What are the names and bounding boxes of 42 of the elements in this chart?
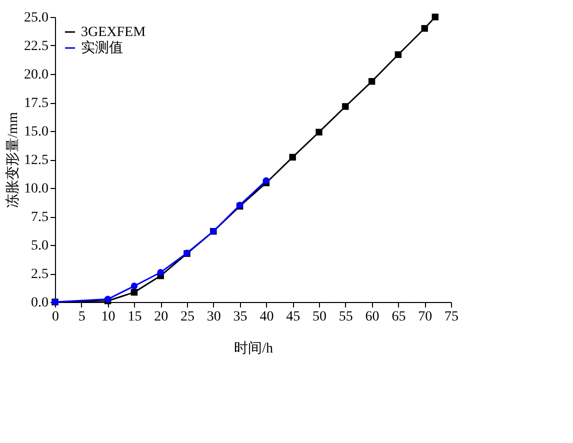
x-tick-label: 15 bbox=[128, 310, 142, 324]
point bbox=[342, 103, 349, 110]
point bbox=[394, 51, 402, 58]
y-tick-label: 5.0 bbox=[31, 238, 48, 254]
x-tick-label: 60 bbox=[365, 310, 380, 324]
point bbox=[130, 288, 138, 296]
legend-label: 实测值 bbox=[81, 40, 123, 56]
y-axis-title: 冻胀变形量/mm bbox=[5, 112, 21, 208]
x-tick-label: 5 bbox=[78, 310, 86, 324]
legend-label: 3GEXFEM bbox=[81, 25, 146, 40]
x-tick-label: 10 bbox=[101, 310, 116, 324]
x-tick-label: 55 bbox=[338, 310, 353, 324]
x-axis-title: 时间/h bbox=[234, 340, 273, 356]
x-tick-label: 75 bbox=[444, 310, 458, 324]
point bbox=[157, 269, 164, 276]
y-tick-label: 15.0 bbox=[24, 124, 48, 140]
point bbox=[368, 78, 376, 85]
y-tick-label: 7.5 bbox=[31, 210, 48, 225]
point bbox=[289, 154, 296, 161]
point bbox=[421, 25, 428, 32]
y-tick-label: 22.5 bbox=[24, 39, 48, 54]
point bbox=[262, 177, 270, 184]
point bbox=[130, 282, 138, 290]
x-tick-label: 20 bbox=[154, 310, 168, 324]
x-tick-label: 45 bbox=[286, 310, 300, 324]
y-tick-label: 25.0 bbox=[24, 10, 48, 26]
point bbox=[316, 128, 322, 136]
x-tick-label: 30 bbox=[206, 310, 221, 324]
y-tick-label: 17.5 bbox=[24, 96, 48, 111]
y-tick-label: 12.5 bbox=[24, 153, 48, 168]
y-tick-label: 20.0 bbox=[24, 68, 48, 82]
x-tick-label: 50 bbox=[312, 310, 326, 324]
y-tick-label: 0.0 bbox=[31, 296, 48, 310]
point bbox=[432, 14, 439, 20]
x-tick-label: 70 bbox=[418, 310, 432, 324]
y-tick-label: 10.0 bbox=[24, 182, 48, 196]
x-tick-label: 40 bbox=[260, 310, 274, 324]
x-tick-label: 65 bbox=[392, 310, 406, 324]
y-tick-label: 2.5 bbox=[31, 267, 48, 282]
x-tick-label: 35 bbox=[233, 310, 248, 324]
x-tick-label: 25 bbox=[180, 310, 194, 324]
x-tick-label: 0 bbox=[52, 310, 59, 324]
